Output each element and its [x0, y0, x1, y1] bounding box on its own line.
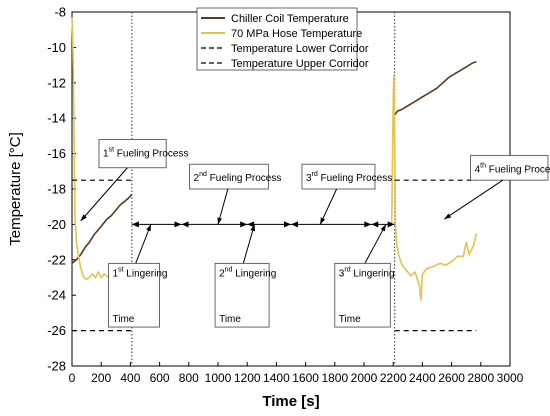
annotation-label: 4th Fueling Process — [475, 162, 550, 175]
y-tick-label: -16 — [47, 146, 66, 161]
x-tick-label: 2400 — [409, 371, 436, 385]
y-tick-label: -24 — [47, 288, 66, 303]
x-tick-label: 2200 — [380, 371, 407, 385]
legend: Chiller Coil Temperature 70 MPa Hose Temp… — [196, 7, 369, 71]
annotation-arrowhead — [146, 224, 151, 232]
annotation-arrowhead — [380, 224, 386, 232]
x-tick-label: 2600 — [438, 371, 465, 385]
annotation-box — [189, 163, 269, 190]
x-tick-label: 2000 — [351, 371, 378, 385]
annotation-box — [334, 262, 391, 328]
timeline-arrow — [247, 221, 255, 228]
x-axis-label: Time [s] — [262, 393, 319, 410]
annotation-arrowhead — [444, 213, 452, 220]
y-tick-label: -22 — [47, 252, 66, 267]
y-tick-label: -10 — [47, 40, 66, 55]
annotation-label-line2: Time — [339, 314, 361, 325]
annotation-arrowhead — [250, 224, 255, 232]
x-tick-label: 200 — [91, 371, 111, 385]
x-tick-label: 1000 — [205, 371, 232, 385]
annotation-arrowhead — [320, 217, 326, 225]
data-layer — [71, 12, 478, 366]
timeline-arrow — [284, 221, 291, 228]
y-tick-label: -8 — [54, 5, 66, 20]
annotation-box — [98, 139, 167, 169]
axes-layer: 0 200 400 600 800 1000 1200 1400 1600 1800 2000 220… — [7, 5, 524, 411]
y-tick-label: -26 — [47, 323, 66, 338]
x-tick-label: 1600 — [292, 371, 319, 385]
y-tick-label: -12 — [47, 75, 66, 90]
annotation-arrow — [242, 224, 255, 264]
annotation-label: 2nd Lingering — [219, 266, 276, 279]
timeline-arrow — [364, 221, 372, 228]
legend-label: Temperature Lower Corridor — [231, 43, 369, 55]
annotation-label-line2: Time — [219, 314, 241, 325]
timeline-arrow — [371, 221, 379, 228]
timeline-arrow — [181, 221, 189, 228]
timeline-arrow — [174, 221, 182, 228]
legend-label: Temperature Upper Corridor — [231, 58, 369, 70]
x-tick-label: 0 — [69, 371, 76, 385]
timeline-arrow — [291, 221, 298, 228]
x-tick-label: 600 — [150, 371, 170, 385]
annotation-label: 1st Lingering — [113, 266, 168, 279]
y-tick-label: -28 — [47, 359, 66, 374]
x-tick-label: 400 — [120, 371, 140, 385]
x-tick-label: 1400 — [263, 371, 290, 385]
annotation-arrowhead — [80, 214, 87, 221]
x-tick-label: 1200 — [234, 371, 261, 385]
annotation-box — [470, 154, 549, 181]
annotation-label: 3rd Fueling Process — [306, 171, 392, 184]
y-tick-label: -20 — [47, 217, 66, 232]
annotation-label: 3rd Lingering — [339, 266, 395, 279]
timeline-arrow — [131, 221, 139, 228]
annotation-box — [301, 163, 376, 190]
annotation-layer: 1st Fueling Process 2nd Fueling Process 3r… — [80, 139, 550, 328]
series-line — [390, 73, 478, 301]
legend-label: Chiller Coil Temperature — [231, 13, 349, 25]
series-line — [394, 60, 477, 116]
annotation-box — [108, 262, 160, 328]
annotation-label: 2nd Fueling Process — [194, 171, 282, 184]
timeline-arrow — [240, 221, 248, 228]
x-tick-label: 2800 — [467, 371, 494, 385]
annotation-label: 1st Fueling Process — [103, 146, 189, 159]
annotation-arrow — [364, 224, 387, 264]
annotation-arrow — [80, 167, 128, 222]
annotation-arrow — [444, 179, 504, 220]
series-line — [71, 193, 133, 264]
annotation-arrowhead — [217, 217, 223, 225]
y-tick-label: -18 — [47, 182, 66, 197]
y-tick-label: -14 — [47, 111, 66, 126]
timeline-arrow — [387, 221, 395, 228]
annotation-arrow — [135, 224, 152, 264]
y-axis-label: Temperature [°C] — [7, 132, 24, 246]
x-tick-label: 800 — [179, 371, 199, 385]
legend-label: 70 MPa Hose Temperature — [231, 28, 362, 40]
annotation-box — [214, 262, 270, 328]
annotation-label-line2: Time — [113, 314, 135, 325]
x-tick-label: 3000 — [497, 371, 524, 385]
x-tick-label: 1800 — [321, 371, 348, 385]
